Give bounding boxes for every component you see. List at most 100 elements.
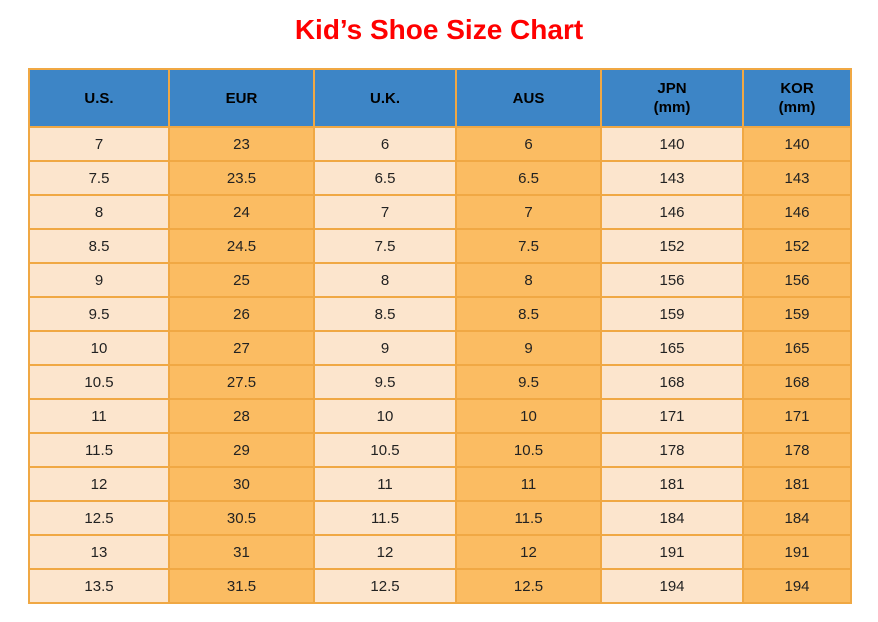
table-cell: 8.5	[455, 296, 602, 332]
table-cell: 28	[168, 398, 315, 434]
shoe-size-table: U.S. EUR U.K. AUS JPN (mm) KOR (mm) 7 23 6 6 140 140…	[28, 68, 852, 604]
column-header-us: U.S.	[28, 68, 170, 128]
column-header-jpn: JPN (mm)	[600, 68, 744, 128]
column-header-label: AUS	[512, 89, 545, 107]
table-row: 7 23 6 6 140 140	[28, 126, 852, 162]
table-row: 8 24 7 7 146 146	[28, 194, 852, 230]
column-header-label: U.K.	[370, 89, 400, 107]
table-cell: 27	[168, 330, 315, 366]
table-cell: 168	[600, 364, 744, 400]
table-cell: 184	[600, 500, 744, 536]
column-header-aus: AUS	[455, 68, 602, 128]
table-cell: 7	[313, 194, 457, 230]
table-cell: 10.5	[28, 364, 170, 400]
page: Kid’s Shoe Size Chart U.S. EUR U.K. AUS JPN (…	[0, 14, 878, 604]
table-cell: 8	[313, 262, 457, 298]
table-cell: 156	[600, 262, 744, 298]
table-cell: 11	[28, 398, 170, 434]
table-cell: 140	[742, 126, 852, 162]
table-cell: 9	[455, 330, 602, 366]
table-cell: 31	[168, 534, 315, 570]
column-header-label: KOR	[780, 80, 814, 97]
table-cell: 7.5	[455, 228, 602, 264]
column-header-label: U.S.	[84, 89, 114, 107]
table-cell: 143	[600, 160, 744, 196]
column-header-label: EUR	[225, 89, 258, 107]
table-cell: 152	[600, 228, 744, 264]
table-cell: 8	[455, 262, 602, 298]
table-cell: 12.5	[28, 500, 170, 536]
table-cell: 146	[742, 194, 852, 230]
table-cell: 10	[313, 398, 457, 434]
table-cell: 146	[600, 194, 744, 230]
table-row: 11 28 10 10 171 171	[28, 398, 852, 434]
table-cell: 30	[168, 466, 315, 502]
table-cell: 7	[455, 194, 602, 230]
column-header-uk: U.K.	[313, 68, 457, 128]
table-header: U.S. EUR U.K. AUS JPN (mm) KOR (mm)	[28, 68, 852, 128]
table-row: 9 25 8 8 156 156	[28, 262, 852, 298]
table-cell: 7.5	[313, 228, 457, 264]
table-cell: 8	[28, 194, 170, 230]
table-cell: 29	[168, 432, 315, 468]
table-row: 7.5 23.5 6.5 6.5 143 143	[28, 160, 852, 196]
table-cell: 10.5	[313, 432, 457, 468]
table-cell: 24	[168, 194, 315, 230]
table-cell: 168	[742, 364, 852, 400]
table-cell: 165	[600, 330, 744, 366]
table-row: 12.5 30.5 11.5 11.5 184 184	[28, 500, 852, 536]
column-header-kor: KOR (mm)	[742, 68, 852, 128]
table-cell: 6	[313, 126, 457, 162]
column-header-eur: EUR	[168, 68, 315, 128]
table-cell: 9.5	[313, 364, 457, 400]
table-cell: 156	[742, 262, 852, 298]
table-cell: 143	[742, 160, 852, 196]
table-cell: 152	[742, 228, 852, 264]
table-cell: 11.5	[313, 500, 457, 536]
column-header-unit: (mm)	[653, 99, 691, 116]
table-cell: 7	[28, 126, 170, 162]
table-row: 9.5 26 8.5 8.5 159 159	[28, 296, 852, 332]
table-cell: 8.5	[313, 296, 457, 332]
table-cell: 26	[168, 296, 315, 332]
table-cell: 184	[742, 500, 852, 536]
table-cell: 159	[600, 296, 744, 332]
table-cell: 171	[742, 398, 852, 434]
table-cell: 181	[600, 466, 744, 502]
table-cell: 6.5	[455, 160, 602, 196]
table-cell: 191	[742, 534, 852, 570]
table-cell: 12.5	[313, 568, 457, 604]
table-cell: 13	[28, 534, 170, 570]
table-cell: 6.5	[313, 160, 457, 196]
table-cell: 171	[600, 398, 744, 434]
table-cell: 8.5	[28, 228, 170, 264]
table-cell: 10	[455, 398, 602, 434]
table-cell: 25	[168, 262, 315, 298]
table-cell: 11	[313, 466, 457, 502]
table-cell: 178	[742, 432, 852, 468]
table-cell: 165	[742, 330, 852, 366]
page-title: Kid’s Shoe Size Chart	[294, 14, 584, 45]
table-cell: 194	[600, 568, 744, 604]
table-cell: 191	[600, 534, 744, 570]
table-cell: 23.5	[168, 160, 315, 196]
table-cell: 12	[28, 466, 170, 502]
table-row: 13 31 12 12 191 191	[28, 534, 852, 570]
table-header-row: U.S. EUR U.K. AUS JPN (mm) KOR (mm)	[28, 68, 852, 128]
column-header-label: JPN	[657, 80, 687, 97]
table-cell: 13.5	[28, 568, 170, 604]
table-cell: 9	[28, 262, 170, 298]
table-row: 10.5 27.5 9.5 9.5 168 168	[28, 364, 852, 400]
table-cell: 12	[455, 534, 602, 570]
table-cell: 10.5	[455, 432, 602, 468]
table-cell: 27.5	[168, 364, 315, 400]
table-cell: 11	[455, 466, 602, 502]
table-cell: 11.5	[28, 432, 170, 468]
table-row: 11.5 29 10.5 10.5 178 178	[28, 432, 852, 468]
table-cell: 9.5	[455, 364, 602, 400]
table-body: 7 23 6 6 140 140 7.5 23.5 6.5 6.5 143 143 8 24 7 7 146 14…	[28, 126, 852, 604]
table-cell: 159	[742, 296, 852, 332]
table-cell: 140	[600, 126, 744, 162]
table-cell: 9	[313, 330, 457, 366]
table-cell: 23	[168, 126, 315, 162]
